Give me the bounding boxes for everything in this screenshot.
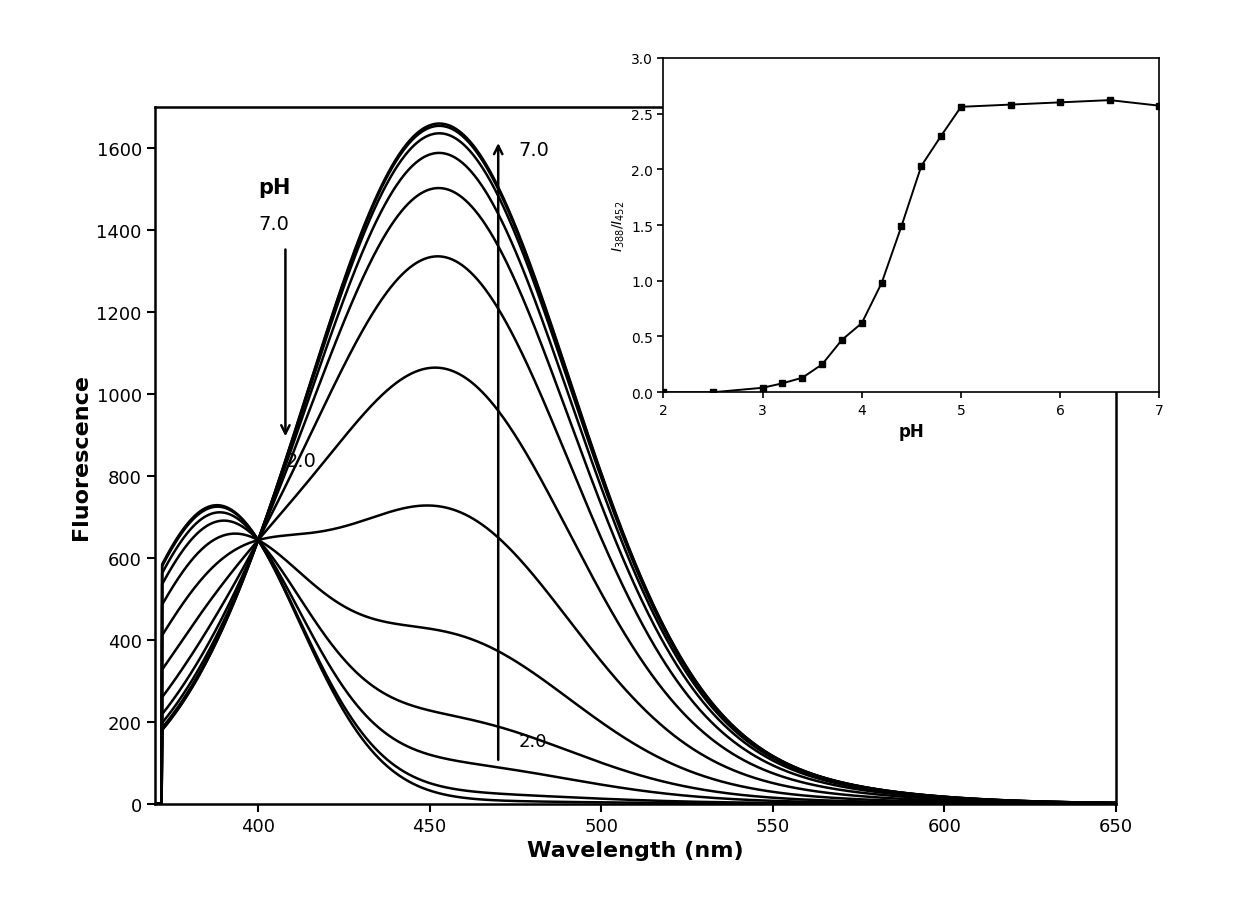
Text: 2.0: 2.0 [285, 452, 316, 470]
Text: pH: pH [258, 178, 290, 198]
X-axis label: pH: pH [899, 423, 924, 441]
Y-axis label: $I_{388}/I_{452}$: $I_{388}/I_{452}$ [610, 200, 626, 251]
Text: 7.0: 7.0 [518, 141, 549, 160]
Text: 2.0: 2.0 [518, 732, 547, 750]
Y-axis label: Fluorescence: Fluorescence [71, 373, 91, 539]
Text: 7.0: 7.0 [258, 215, 289, 234]
X-axis label: Wavelength (nm): Wavelength (nm) [527, 841, 744, 861]
